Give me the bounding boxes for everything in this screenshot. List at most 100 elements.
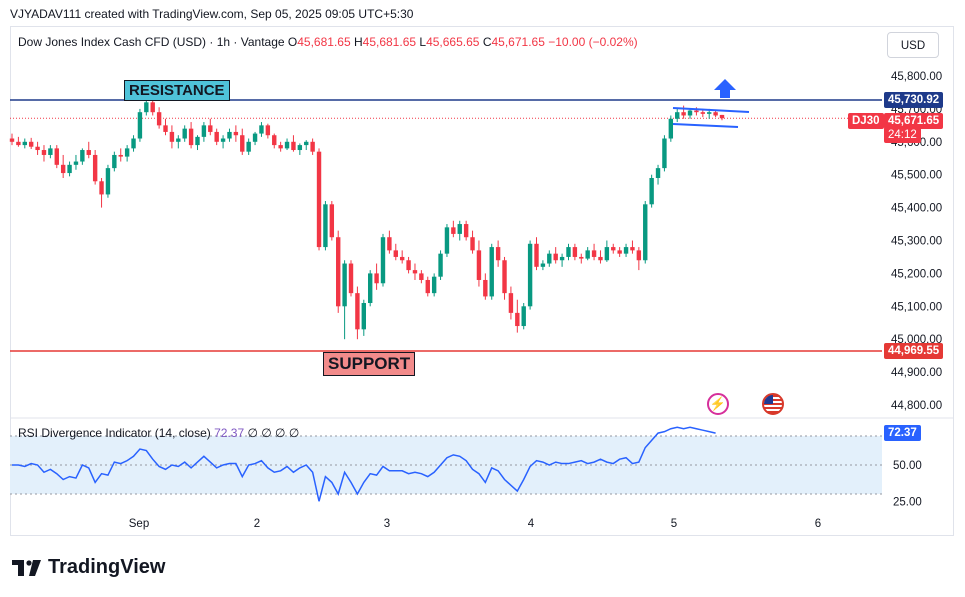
candle-body — [457, 224, 462, 234]
candle-body — [16, 141, 21, 146]
price-axis-tick: 45,800.00 — [891, 71, 942, 83]
candle-body — [713, 112, 718, 116]
time-axis-tick: 3 — [384, 518, 390, 530]
candle-body — [304, 141, 309, 146]
price-axis-tick: 45,500.00 — [891, 170, 942, 182]
candle-body — [476, 250, 482, 280]
candle-body — [572, 247, 578, 257]
rsi-legend[interactable]: RSI Divergence Indicator (14, close) 72.… — [18, 426, 299, 440]
candle-body — [137, 112, 143, 139]
candle-body — [240, 135, 245, 152]
change-value: −10.00 (−0.02%) — [548, 35, 638, 49]
candle-body — [176, 138, 181, 142]
candle-body — [144, 102, 149, 113]
candle-body — [355, 293, 360, 330]
low-value: 45,665.65 — [426, 35, 480, 49]
candle-body — [687, 110, 693, 116]
candle-body — [9, 138, 15, 142]
candle-body — [265, 125, 271, 136]
high-value: 45,681.65 — [362, 35, 417, 49]
candle-body — [694, 110, 699, 113]
candle-body — [559, 256, 565, 261]
candle-body — [188, 128, 194, 146]
candle-body — [591, 250, 597, 257]
candle-body — [272, 135, 277, 146]
candle-body — [323, 204, 328, 248]
candle-body — [374, 273, 379, 284]
candle-body — [208, 125, 213, 132]
candle-body — [579, 256, 584, 259]
candle-body — [719, 114, 725, 119]
candle-body — [169, 131, 175, 142]
candle-body — [99, 181, 104, 195]
candle-body — [297, 145, 303, 151]
candle-countdown: 24:12 — [884, 127, 921, 143]
candle-body — [438, 253, 443, 277]
candle-body — [636, 250, 642, 261]
currency-button[interactable]: USD — [887, 32, 939, 58]
candle-body — [118, 154, 123, 157]
open-value: 45,681.65 — [297, 35, 351, 49]
price-axis-tick: 45,100.00 — [891, 301, 942, 313]
price-axis-tick: 44,800.00 — [891, 400, 942, 412]
time-axis-tick: 4 — [528, 518, 535, 530]
candle-body — [431, 276, 437, 294]
candle-body — [489, 247, 494, 297]
candle-body — [540, 263, 546, 267]
close-value: 45,671.65 — [491, 35, 545, 49]
price-axis-tick: 45,400.00 — [891, 203, 942, 215]
candle-body — [259, 125, 264, 134]
flag-lower-line — [672, 123, 739, 128]
candle-body — [527, 243, 533, 307]
candle-body — [105, 168, 111, 195]
lightning-icon[interactable]: ⚡ — [707, 393, 729, 415]
candle-body — [28, 141, 34, 147]
flag-upper-line — [672, 107, 750, 113]
candle-body — [508, 293, 514, 313]
candle-body — [655, 168, 661, 178]
candle-body — [131, 138, 136, 149]
candle-body — [707, 112, 712, 114]
candle-body — [195, 136, 200, 146]
candle-body — [80, 150, 85, 162]
candle-body — [399, 256, 405, 261]
price-axis-tick: 45,200.00 — [891, 268, 942, 280]
candle-body — [112, 154, 117, 169]
candle-body — [48, 148, 53, 155]
candle-body — [336, 237, 341, 307]
symbol-legend[interactable]: Dow Jones Index Cash CFD (USD) · 1h · Va… — [18, 35, 638, 49]
candle-body — [611, 247, 616, 251]
candle-body — [54, 148, 59, 165]
time-axis-tick: 6 — [815, 518, 821, 530]
candle-body — [73, 161, 79, 165]
resistance-price-tag: 45,730.92 — [884, 92, 944, 108]
candle-body — [284, 141, 290, 149]
candle-body — [182, 128, 187, 139]
candle-body — [233, 131, 239, 136]
candle-body — [35, 146, 40, 151]
candle-body — [278, 145, 283, 149]
candle-body — [246, 141, 251, 152]
chart-caption: VJYADAV111 created with TradingView.com,… — [10, 7, 414, 21]
candle-body — [630, 247, 635, 251]
candle-body — [451, 227, 456, 234]
candle-body — [150, 102, 155, 113]
candle-body — [566, 247, 571, 257]
candle-body — [310, 141, 315, 152]
candle-body — [553, 253, 558, 261]
price-axis-tick: 44,900.00 — [891, 367, 942, 379]
rsi-name: RSI Divergence Indicator (14, close) — [18, 426, 211, 440]
rsi-axis-tick: 25.00 — [893, 496, 922, 508]
support-annotation: SUPPORT — [323, 352, 416, 376]
candle-body — [681, 112, 686, 116]
us-flag-icon[interactable] — [762, 393, 784, 415]
candle-body — [316, 151, 322, 248]
rsi-line — [12, 426, 716, 502]
time-axis-tick: 2 — [254, 518, 260, 530]
candle-body — [387, 237, 392, 251]
candle-body — [425, 279, 430, 294]
tradingview-logo[interactable]: TradingView — [12, 556, 165, 579]
candle-body — [502, 260, 507, 294]
time-axis-tick: Sep — [129, 518, 149, 530]
